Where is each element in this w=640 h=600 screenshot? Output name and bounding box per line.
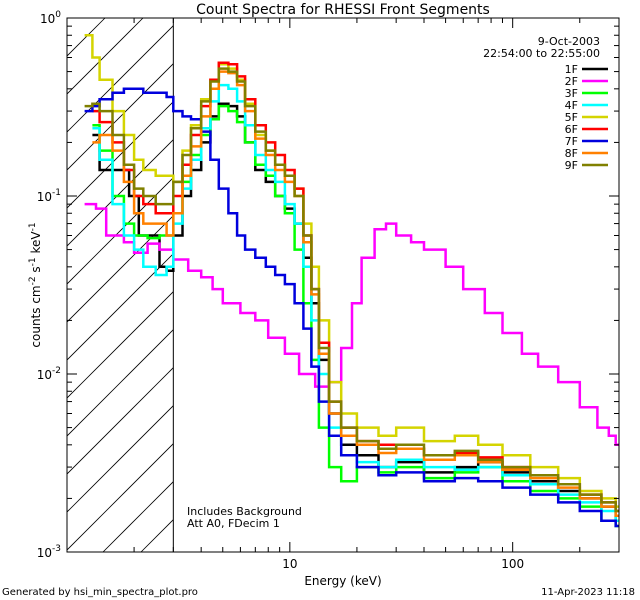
legend-label-4F: 4F [565,99,578,112]
y-tick-label: 100 [40,10,61,26]
legend-label-7F: 7F [565,135,578,148]
legend-label-3F: 3F [565,87,578,100]
legend-label-6F: 6F [565,123,578,136]
hatch-line [67,18,106,57]
timestamp-text: 11-Apr-2023 11:18 [541,587,635,598]
chart-title: Count Spectra for RHESSI Front Segments [196,2,490,18]
legend-label-5F: 5F [565,111,578,124]
hatch-line [67,367,174,475]
hatch-line [67,215,174,323]
y-tick-label: 10-2 [37,366,61,382]
x-axis-label: Energy (keV) [304,574,381,588]
hatch-line [67,101,174,209]
series-6F-line [92,61,619,513]
annotation-attenuator: Att A0, FDecim 1 [187,517,280,530]
date-text: 9-Oct-2003 [538,35,600,48]
y-axis-label: counts cm-2 s-1 keV-1 [28,222,43,347]
plot-frame [66,17,620,553]
legend-label-2F: 2F [565,75,578,88]
y-tick-label: 10-3 [37,544,61,560]
series-2F-line [84,202,619,447]
x-tick-label: 10 [282,557,297,571]
hatch-line [67,18,144,95]
series-9F-line [84,67,619,513]
annotation-background: Includes Background [187,505,302,518]
legend-label-8F: 8F [565,147,578,160]
legend-label-1F: 1F [565,63,578,76]
series-7F-line [84,87,619,528]
hatch-line [67,443,174,551]
legend-label-9F: 9F [565,159,578,172]
x-tick-label: 100 [501,557,524,571]
time-range-text: 22:54:00 to 22:55:00 [483,47,600,60]
y-tick-label: 10-1 [37,188,61,204]
hatch-line [67,63,174,171]
hatch-line [102,481,174,552]
hatch-line [67,405,174,513]
generated-by-text: Generated by hsi_min_spectra_plot.pro [2,587,198,598]
hatch-line [67,253,174,361]
series-4F-line [92,83,619,522]
